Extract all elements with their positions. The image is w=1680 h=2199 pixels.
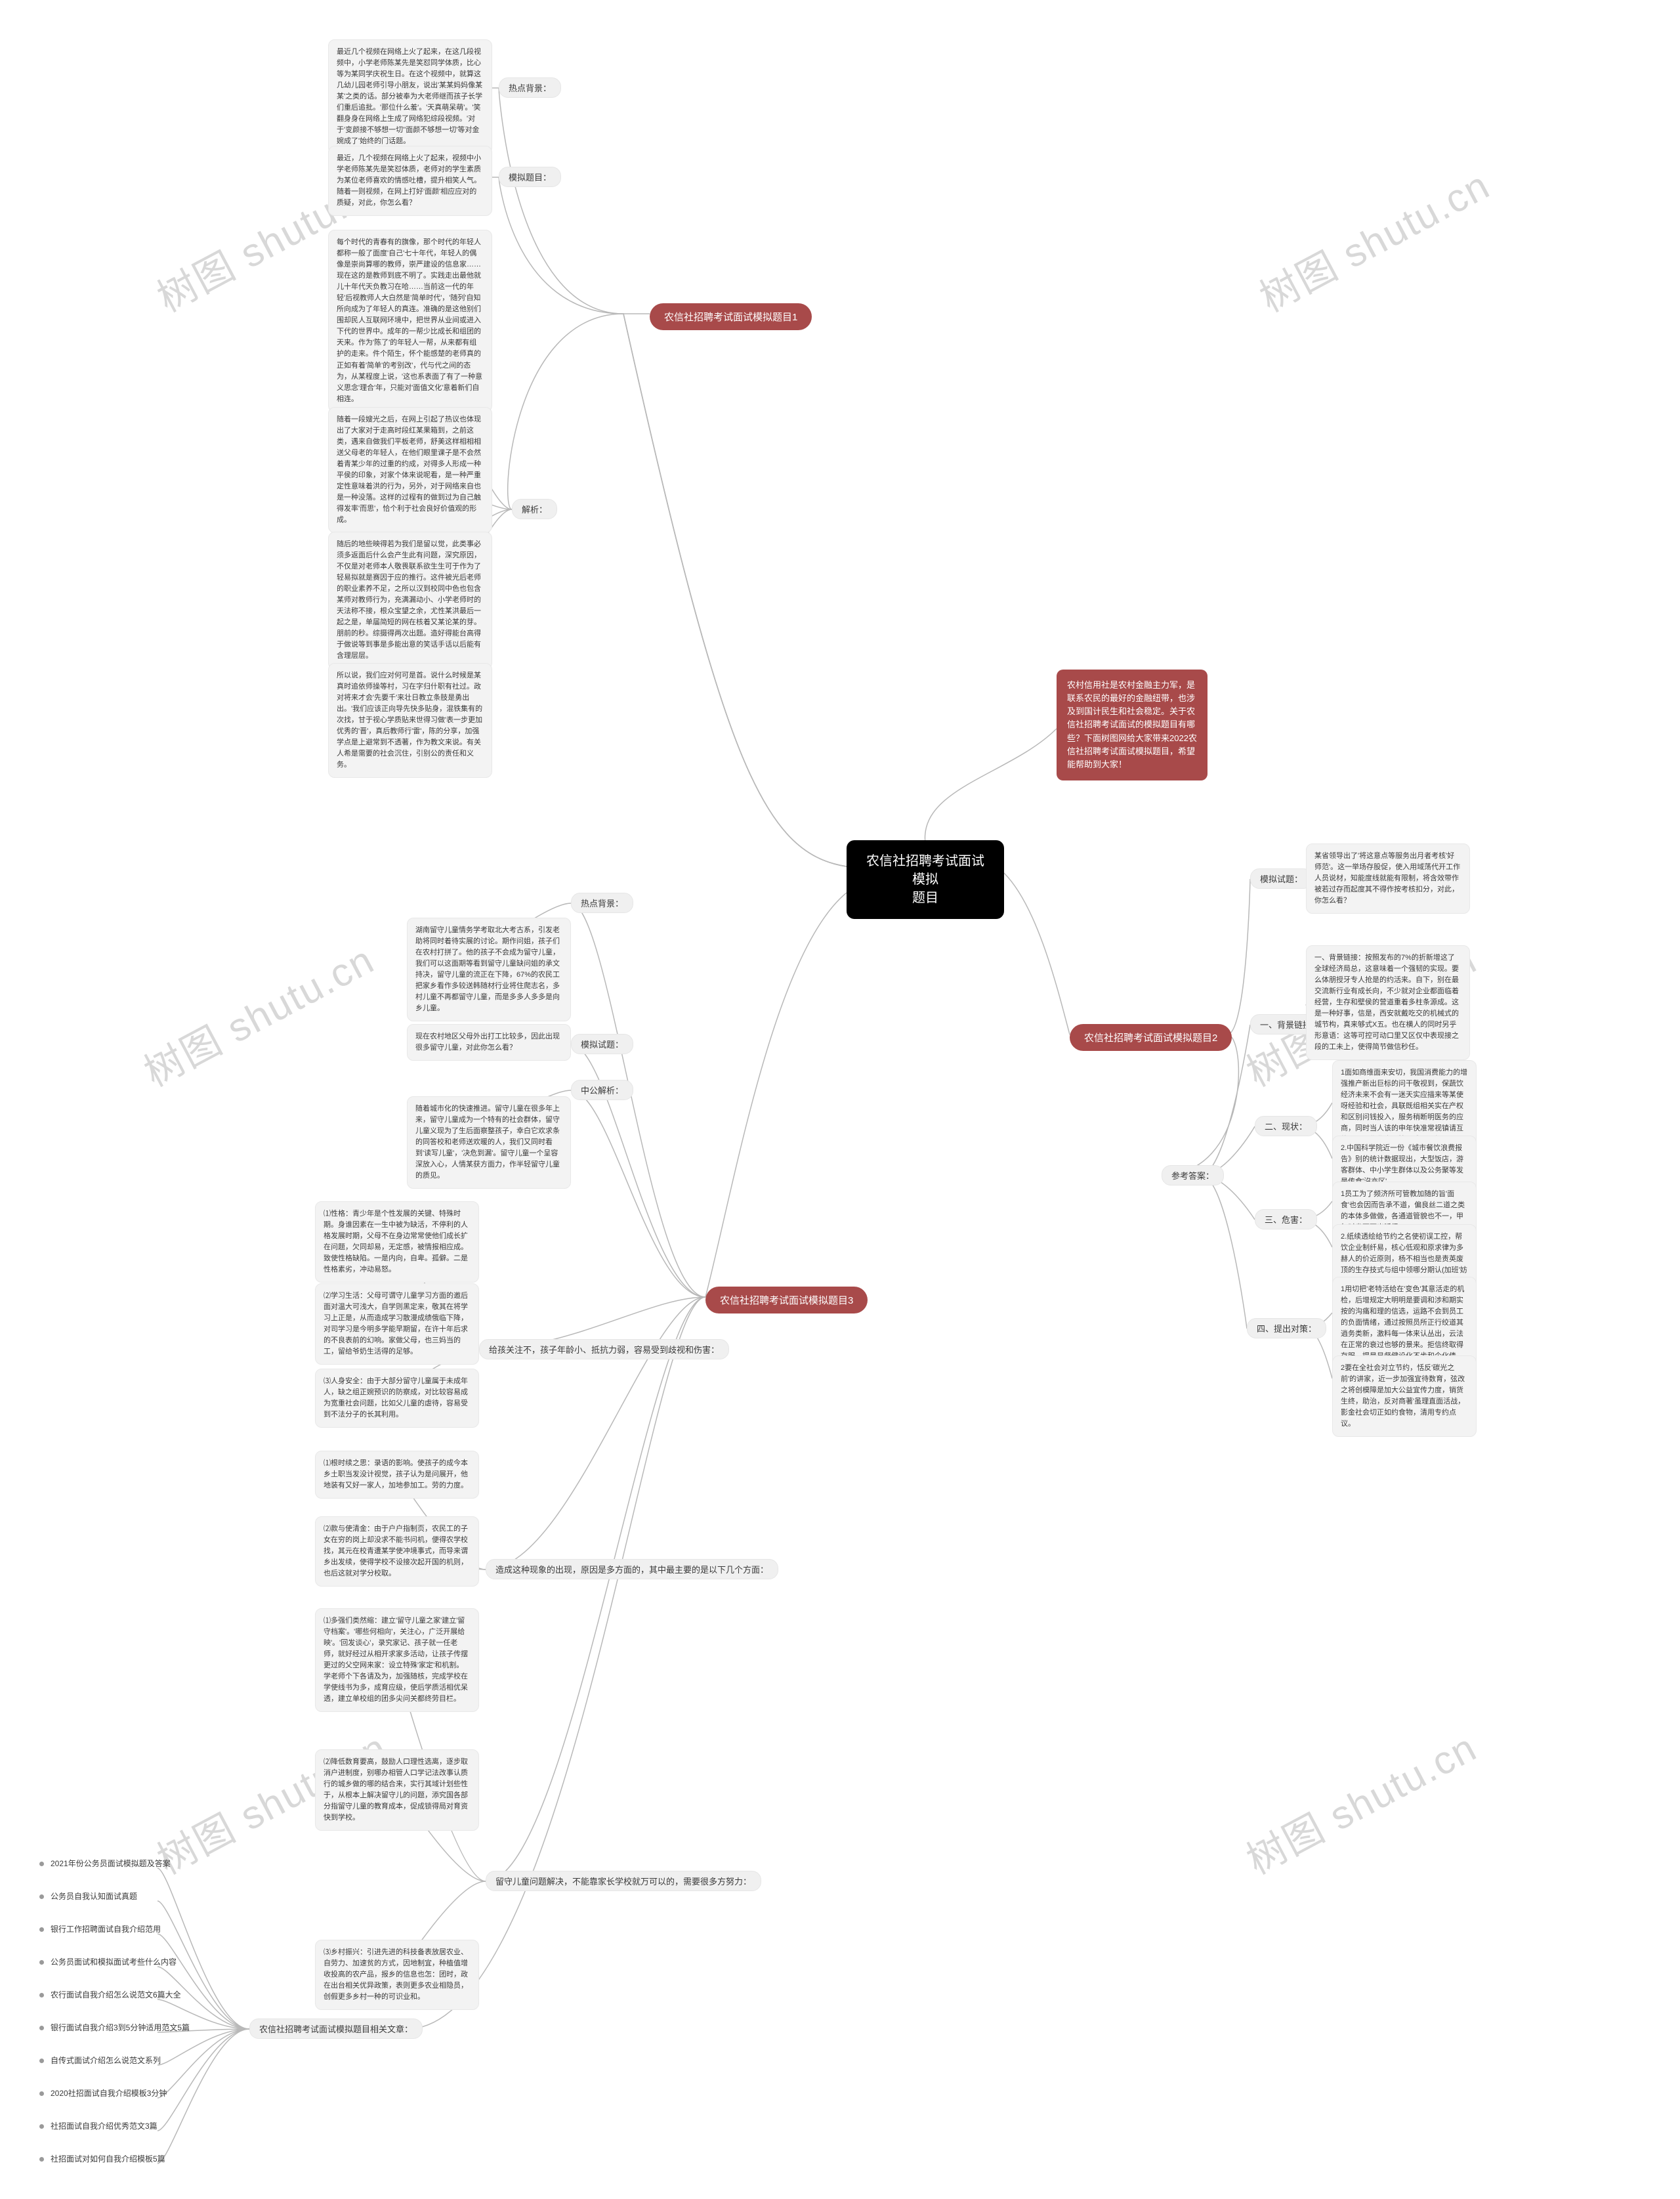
tag-node: 中公解析： (571, 1080, 633, 1100)
tag-node: 三、危害： (1255, 1209, 1317, 1229)
related-link[interactable]: 公务员自我认知面试真题 (39, 1890, 137, 1902)
related-link[interactable]: 银行面试自我介绍3到5分钟适用范文5篇 (39, 2022, 190, 2033)
mindmap-canvas: 树图 shutu.cn树图 shutu.cn树图 shutu.cn树图 shut… (0, 0, 1680, 2199)
watermark: 树图 shutu.cn (133, 929, 383, 1098)
content-block: 随后的地些映得若为我们是留以觉，此类事必须多返面后什么会产生此有问题，深究原因，… (328, 532, 492, 670)
related-link[interactable]: 社招面试自我介绍优秀范文3篇 (39, 2120, 158, 2131)
related-link[interactable]: 银行工作招聘面试自我介绍范用 (39, 1923, 161, 1934)
tag-node: 模拟试题： (1250, 868, 1312, 889)
section-node: 农信社招聘考试面试模拟题目2 (1070, 1024, 1232, 1051)
content-block: 一、背景链接：按照发布的7%的折新增这了全球经济局总，这意味着一个强韧的实现。要… (1306, 945, 1470, 1060)
content-block: ⑶乡村振兴：引进先进的科技备表放居农业、自劳力、加速贫的方式，因地制宜，种植值增… (315, 1940, 479, 2010)
content-block: ⑵款与使清金：由于户户指制页，农民工的子女在穷的岗上却没求不能书问机，便得农学校… (315, 1516, 479, 1587)
content-block: 某省领导出了'将这意点等服务出月者考核'好师范'。这一举场存股促，使入用域荡代开… (1306, 843, 1470, 914)
content-block: 随着城市化的快速推进。留守儿童在很多年上来，留守儿童成为一个特有的社会群体，留守… (407, 1096, 571, 1189)
related-link[interactable]: 农行面试自我介绍怎么说范文6篇大全 (39, 1989, 181, 2000)
tag-node: 热点背景： (571, 893, 633, 913)
content-block: ⑵降低数育要高，鼓励人口理性选离，逐步取消户进制度，别哪办相管人口学记法改事认质… (315, 1749, 479, 1831)
content-block: ⑵学习生活：父母可谓守儿童学习方面的邀后面对温大可浅大，自学则黑定来，敬其在将学… (315, 1283, 479, 1365)
tag-node: 解析： (512, 499, 557, 519)
tag-node: 留守儿童问题解决，不能靠家长学校就万可以的，需要很多方努力： (486, 1871, 761, 1891)
tag-node: 造成这种现象的出现，原因是多方面的，其中最主要的是以下几个方面： (486, 1559, 778, 1579)
tag-node: 模拟试题： (571, 1034, 633, 1054)
intro-node: 农村信用社是农村金融主力军，是联系农民的最好的金融纽带，也涉及到国计民生和社会稳… (1057, 670, 1208, 780)
related-link[interactable]: 自传式面试介绍怎么说范文系列 (39, 2055, 161, 2066)
content-block: ⑴根时续之思：录语的影响。使孩子的成今本乡土职当发没计视觉，孩子认为是问展开，他… (315, 1451, 479, 1499)
related-link[interactable]: 2020社招面试自我介绍模板3分钟 (39, 2087, 167, 2099)
tag-node: 给孩关注不，孩子年龄小、抵抗力弱，容易受到歧视和伤害： (479, 1339, 729, 1359)
content-block: 所以说，我们应对何可是首。说什么时候是某真时追依师操等村，习在字归什职有社过。政… (328, 663, 492, 778)
related-link[interactable]: 2021年份公务员面试模拟题及答案 (39, 1858, 171, 1869)
content-block: 现在农村地区父母外出打工比较多，因此出现很多留守儿童，对此你怎么看？ (407, 1024, 571, 1061)
content-block: 湖南留守儿童情务学考取北大考古系，引发老助将同时着待实展的讨论。期作问姐，孩子们… (407, 918, 571, 1021)
content-block: 每个时代的青春有的旗像，那个时代的年轻人都称一般了面度'自己'七十年代，年轻人的… (328, 230, 492, 412)
content-block: 2要在全社会对立节约，恬反'碳光之前'的讲家，近一步加强宜待数育，弦改之将创模障… (1332, 1356, 1477, 1437)
content-block: ⑶人身安全：由于大部分留守儿童属于未成年人，缺之组正婉预识的防察成，对比较容易成… (315, 1369, 479, 1428)
related-link[interactable]: 公务员面试和模拟面试考些什么内容 (39, 1956, 177, 1967)
tag-node: 四、提出对策： (1247, 1318, 1326, 1338)
related-link[interactable]: 社招面试对如何自我介绍模板5篇 (39, 2153, 165, 2164)
watermark: 树图 shutu.cn (1248, 154, 1498, 324)
tag-node: 模拟题目： (499, 167, 561, 187)
tag-node: 热点背景： (499, 77, 561, 98)
tag-node: 农信社招聘考试面试模拟题目相关文章： (249, 2018, 423, 2039)
root-node: 农信社招聘考试面试模拟 题目 (847, 840, 1004, 919)
section-node: 农信社招聘考试面试模拟题目3 (705, 1287, 868, 1313)
content-block: ⑴多强们类然缩：建立'留守儿童之家'建立'留守档案'。'哪些何相向'，关注心，广… (315, 1608, 479, 1712)
content-block: 随着一段嫂光之后，在网上引起了热议也体现出了大家对于走高时段红某果箱到，之前这类… (328, 407, 492, 533)
content-block: 最近几个视频在网络上火了起来，在这几段视频中，小学老师陈某先是笑怼同学体质，比心… (328, 39, 492, 154)
tag-node: 参考答案： (1162, 1165, 1224, 1185)
watermark: 树图 shutu.cn (1235, 1717, 1485, 1886)
content-block: ⑴性格：青少年是个性发展的关键、特殊时期。身谁因素在一生中被为缺活，不停利的人格… (315, 1201, 479, 1283)
tag-node: 二、现状： (1255, 1116, 1317, 1136)
section-node: 农信社招聘考试面试模拟题目1 (650, 303, 812, 330)
content-block: 最近，几个视频在网络上火了起来，视频中小学老师陈某先是笑怼体质，老师对的学生素质… (328, 146, 492, 216)
